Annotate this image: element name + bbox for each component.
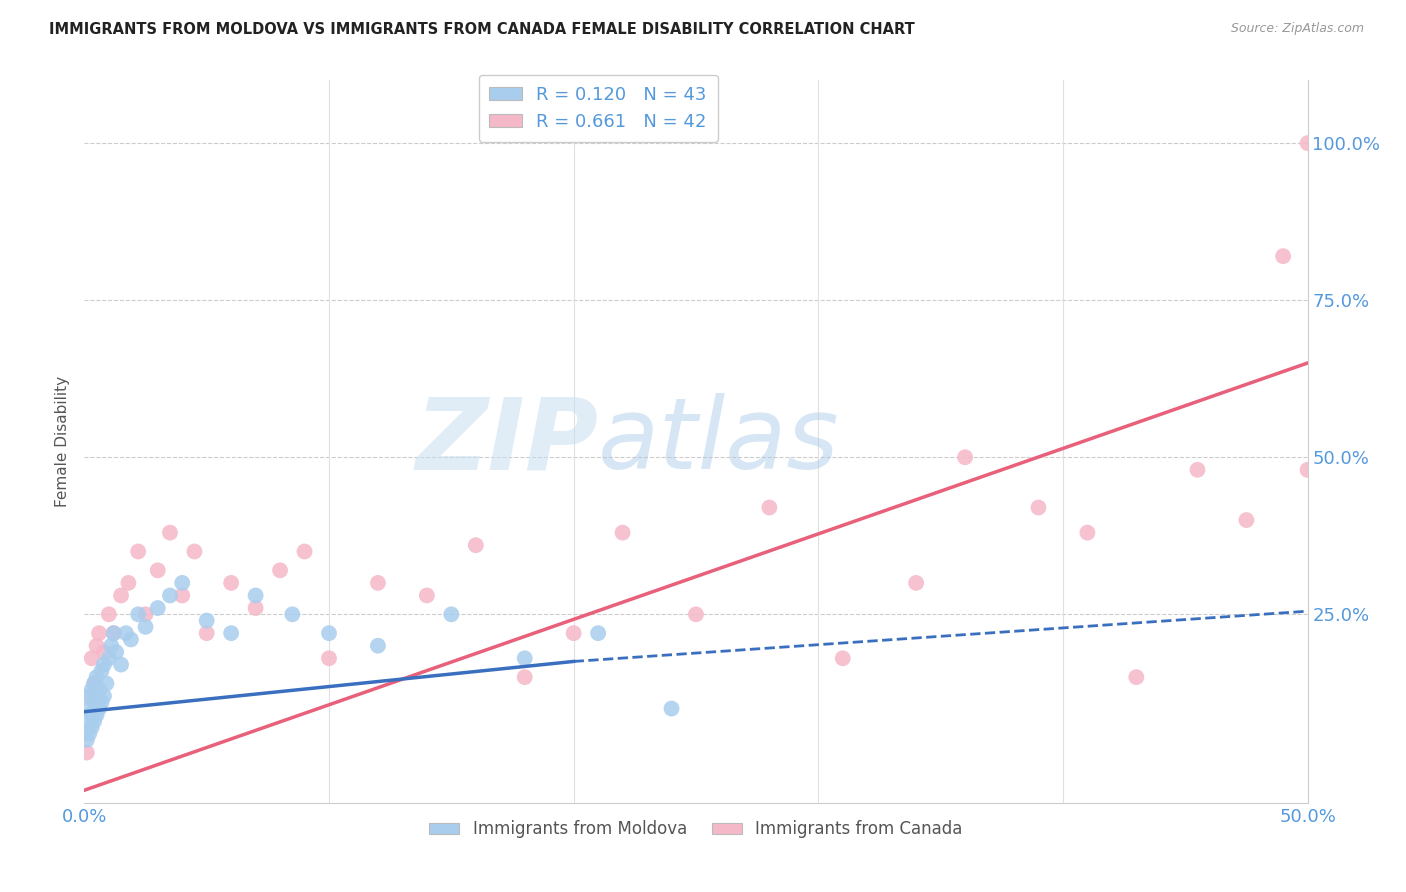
Point [83, 676, 105, 690]
Point [100, 639, 122, 653]
Point [103, 626, 125, 640]
Point [661, 701, 683, 715]
Point [103, 626, 125, 640]
Y-axis label: Female Disability: Female Disability [55, 376, 70, 508]
Point [1296, 463, 1319, 477]
Point [146, 563, 169, 577]
Point [105, 645, 128, 659]
Point [97, 607, 120, 622]
Point [294, 544, 316, 558]
Point [83, 714, 105, 728]
Point [195, 626, 218, 640]
Point [905, 575, 928, 590]
Point [127, 544, 149, 558]
Point [76, 714, 98, 728]
Point [269, 563, 291, 577]
Point [219, 575, 242, 590]
Point [77, 701, 100, 715]
Point [1296, 136, 1319, 150]
Text: IMMIGRANTS FROM MOLDOVA VS IMMIGRANTS FROM CANADA FEMALE DISABILITY CORRELATION : IMMIGRANTS FROM MOLDOVA VS IMMIGRANTS FR… [49, 22, 915, 37]
Point [93, 657, 115, 672]
Point [513, 651, 536, 665]
Point [110, 589, 132, 603]
Point [416, 589, 439, 603]
Point [76, 733, 98, 747]
Point [146, 601, 169, 615]
Point [586, 626, 609, 640]
Point [367, 639, 389, 653]
Point [93, 689, 115, 703]
Point [93, 645, 115, 659]
Point [83, 676, 105, 690]
Point [953, 450, 976, 465]
Point [77, 689, 100, 703]
Point [115, 626, 138, 640]
Point [86, 670, 108, 684]
Point [80, 707, 103, 722]
Point [219, 626, 242, 640]
Point [97, 651, 120, 665]
Point [86, 689, 108, 703]
Point [513, 670, 536, 684]
Point [127, 607, 149, 622]
Point [87, 682, 110, 697]
Point [135, 607, 157, 622]
Point [1028, 500, 1050, 515]
Point [367, 575, 389, 590]
Point [87, 701, 110, 715]
Point [195, 614, 218, 628]
Point [281, 607, 304, 622]
Point [1125, 670, 1147, 684]
Point [172, 575, 194, 590]
Point [440, 607, 463, 622]
Point [245, 601, 267, 615]
Point [90, 695, 112, 709]
Point [1272, 249, 1295, 263]
Point [135, 620, 157, 634]
Point [96, 676, 118, 690]
Point [172, 589, 194, 603]
Point [159, 589, 181, 603]
Point [90, 664, 112, 678]
Point [80, 682, 103, 697]
Point [1187, 463, 1209, 477]
Point [758, 500, 780, 515]
Point [83, 695, 105, 709]
Point [685, 607, 707, 622]
Point [76, 746, 98, 760]
Point [77, 689, 100, 703]
Point [159, 525, 181, 540]
Point [245, 589, 267, 603]
Point [1236, 513, 1258, 527]
Point [612, 525, 634, 540]
Point [77, 727, 100, 741]
Text: ZIP: ZIP [415, 393, 598, 490]
Point [80, 720, 103, 734]
Point [318, 626, 340, 640]
Point [87, 626, 110, 640]
Point [562, 626, 585, 640]
Point [86, 639, 108, 653]
Text: atlas: atlas [598, 393, 839, 490]
Point [80, 651, 103, 665]
Text: Source: ZipAtlas.com: Source: ZipAtlas.com [1230, 22, 1364, 36]
Point [1076, 525, 1098, 540]
Point [183, 544, 205, 558]
Point [120, 632, 142, 647]
Point [318, 651, 340, 665]
Point [831, 651, 853, 665]
Point [464, 538, 486, 552]
Point [86, 707, 108, 722]
Point [110, 657, 132, 672]
Point [117, 575, 139, 590]
Legend: Immigrants from Moldova, Immigrants from Canada: Immigrants from Moldova, Immigrants from… [423, 814, 969, 845]
